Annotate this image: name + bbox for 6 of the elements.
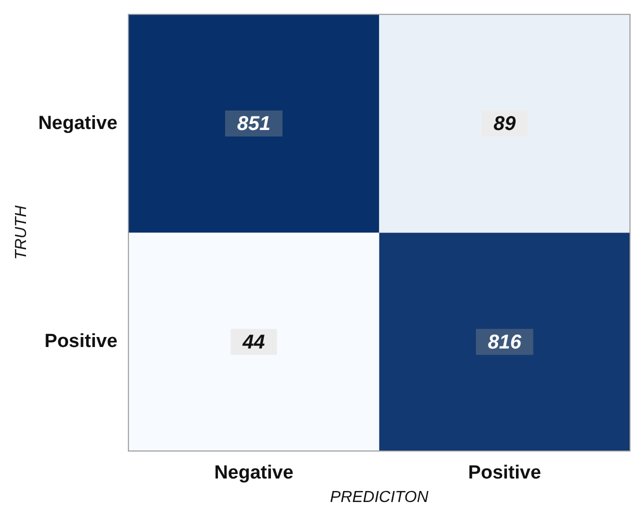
data-label: 851	[237, 113, 270, 136]
data-label: 89	[493, 113, 517, 136]
x-axis-title: PREDICITON	[330, 488, 429, 506]
data-label: 44	[242, 331, 265, 354]
y-axis-title: TRUTH	[13, 205, 30, 260]
data-label: 816	[488, 331, 522, 354]
